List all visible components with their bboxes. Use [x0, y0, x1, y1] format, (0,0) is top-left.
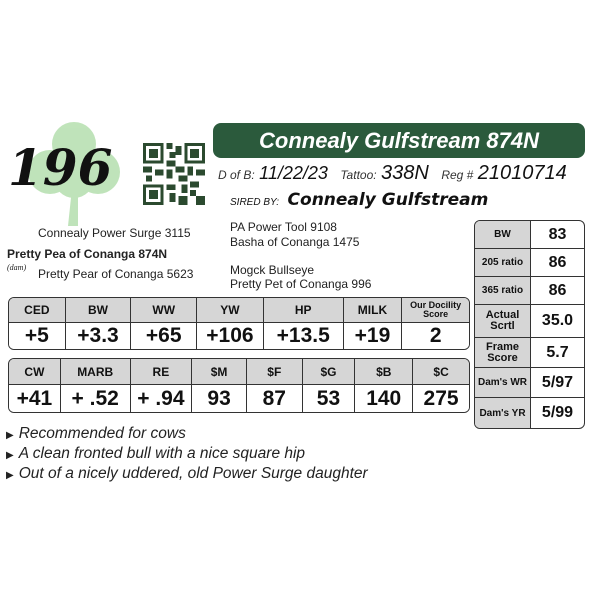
epd-value: +5: [9, 323, 66, 349]
triangle-bullet-icon: ▶: [6, 450, 14, 461]
epd-header: $C: [413, 359, 469, 385]
triangle-bullet-icon: ▶: [6, 470, 14, 481]
dam-dam: Pretty Pear of Conanga 5623: [38, 267, 194, 281]
epd-header: HP: [263, 298, 344, 323]
performance-label: 205 ratio: [475, 249, 531, 277]
performance-label: Dam's WR: [475, 368, 531, 398]
performance-row: Frame Score 5.7: [475, 338, 584, 368]
epd-value: +19: [343, 323, 403, 349]
epd-header: WW: [131, 298, 198, 323]
note-item: ▶ Recommended for cows: [6, 425, 186, 443]
sire-sire: PA Power Tool 9108: [230, 220, 337, 234]
epd-value: +13.5: [263, 323, 344, 349]
tattoo-label: Tattoo:: [340, 168, 377, 182]
performance-label: 365 ratio: [475, 277, 531, 305]
epd-value: + .94: [130, 385, 193, 412]
epd-header: YW: [197, 298, 264, 323]
epd-value: 2: [402, 323, 469, 349]
epd-header: Our Docility Score: [402, 298, 469, 323]
sired-by-label: SIRED BY:: [230, 197, 280, 208]
epd-header: $F: [246, 359, 303, 385]
triangle-bullet-icon: ▶: [6, 430, 14, 441]
note-text: Out of a nicely uddered, old Power Surge…: [18, 465, 368, 482]
performance-row: Dam's WR 5/97: [475, 368, 584, 398]
performance-label: Frame Score: [475, 338, 531, 368]
performance-label: Actual Scrtl: [475, 305, 531, 338]
performance-label: BW: [475, 221, 531, 249]
performance-value: 5/99: [541, 404, 574, 421]
animal-title: Connealy Gulfstream 874N: [213, 123, 585, 158]
dob-value: 11/22/23: [259, 163, 328, 183]
epd-header: $G: [302, 359, 356, 385]
epd-header: MARB: [60, 359, 131, 385]
performance-label: Dam's YR: [475, 398, 531, 428]
performance-value: 86: [531, 277, 584, 305]
reg-label: Reg #: [441, 168, 474, 182]
epd-value: 140: [355, 385, 414, 412]
performance-row: 205 ratio 86: [475, 249, 584, 277]
performance-table: BW 83 205 ratio 86 365 ratio 86 Actual Scrtl 35…: [474, 220, 585, 429]
epd-table-1: CED BW WW YW HP MILK Our Docility Score +5 +3.3 +…: [8, 297, 470, 350]
epd-header: $B: [355, 359, 414, 385]
performance-value: 5/97: [531, 368, 584, 398]
epd-value: 53: [302, 385, 356, 412]
dam-label: (dam): [7, 263, 27, 272]
epd-value: 93: [192, 385, 247, 412]
performance-value: 5.7: [531, 338, 584, 368]
epd-value: 87: [246, 385, 303, 412]
note-text: A clean fronted bull with a nice square …: [18, 445, 306, 462]
performance-value: 83: [531, 221, 584, 249]
epd-value: +41: [9, 385, 61, 412]
note-item: ▶ A clean fronted bull with a nice square…: [6, 445, 305, 463]
epd-value: +65: [131, 323, 198, 349]
performance-value: 35.0: [531, 305, 584, 338]
tattoo-value: 338N: [381, 162, 429, 184]
epd-header: $M: [192, 359, 247, 385]
performance-value: 86: [531, 249, 584, 277]
shamrock-icon: [28, 122, 120, 226]
epd-value: 275: [413, 385, 469, 412]
sire-dam: Basha of Conanga 1475: [230, 235, 360, 249]
performance-row: Dam's YR 5/99: [475, 398, 584, 428]
epd-header: MILK: [343, 298, 403, 323]
note-item: ▶ Out of a nicely uddered, old Power Surg…: [6, 465, 368, 483]
sire-name: Connealy Gulfstream: [287, 190, 489, 210]
animal-info: D of B: 11/22/23 Tattoo: 338N Reg # 2101…: [218, 162, 575, 185]
qr-code-icon: [143, 143, 205, 205]
performance-row: BW 83: [475, 221, 584, 249]
note-text: Recommended for cows: [18, 425, 186, 442]
epd-header: CW: [9, 359, 61, 385]
lot-number: 196: [8, 138, 113, 197]
epd-header: RE: [130, 359, 193, 385]
dob-label: D of B:: [218, 168, 255, 182]
reg-value: 21010714: [477, 162, 567, 184]
dam-name: Pretty Pea of Conanga 874N: [7, 247, 168, 261]
sired-by: SIRED BY: Connealy Gulfstream: [230, 190, 488, 210]
dam-dam-sire: Mogck Bullseye: [230, 263, 315, 277]
epd-table-2: CW MARB RE $M $F $G $B $C +41 + .52 + .94 93 87 53 140…: [8, 358, 470, 413]
epd-value: + .52: [60, 385, 131, 412]
dam-dam-dam: Pretty Pet of Conanga 996: [230, 277, 372, 291]
epd-header: BW: [65, 298, 132, 323]
performance-row: 365 ratio 86: [475, 277, 584, 305]
epd-value: +106: [197, 323, 264, 349]
performance-row: Actual Scrtl 35.0: [475, 305, 584, 338]
dam-sire: Connealy Power Surge 3115: [38, 226, 191, 240]
epd-value: +3.3: [65, 323, 132, 349]
epd-header: CED: [9, 298, 66, 323]
